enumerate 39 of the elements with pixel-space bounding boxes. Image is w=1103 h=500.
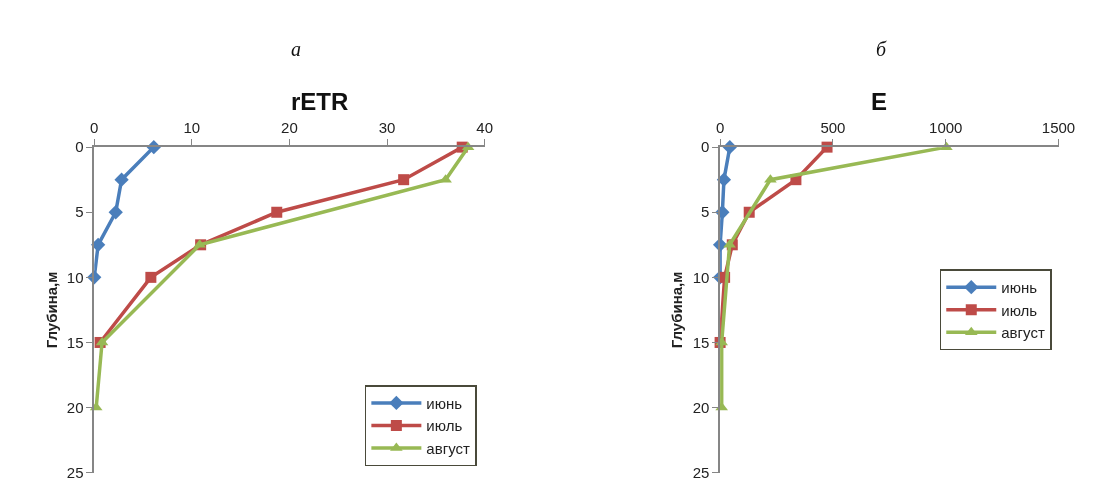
y-tick-label: 25 — [66, 463, 84, 481]
x-tick-label: 1500 — [1041, 119, 1076, 137]
y-tick-label: 20 — [692, 398, 710, 416]
x-tick-label: 500 — [820, 119, 846, 137]
point — [114, 172, 129, 187]
chart-title: rETR — [291, 88, 349, 115]
point — [91, 237, 106, 252]
x-tick-label: 0 — [715, 119, 725, 137]
legend-label: август — [426, 439, 470, 457]
legend-label: июль — [426, 417, 463, 435]
x-tick-label: 0 — [90, 119, 99, 137]
chart-title: E — [871, 88, 888, 115]
y-tick-label: 5 — [75, 203, 84, 221]
point — [108, 205, 123, 220]
y-tick-label: 15 — [66, 333, 84, 351]
x-tick-label: 30 — [378, 119, 396, 137]
x-tick-label: 10 — [183, 119, 201, 137]
legend-label: июнь — [1001, 279, 1038, 297]
y-tick-label: 0 — [701, 138, 710, 156]
text: б — [876, 38, 887, 60]
x-tick-label: 20 — [281, 119, 298, 137]
y-tick-label: 20 — [66, 398, 84, 416]
x-tick-label: 1000 — [929, 119, 963, 137]
legend-label: август — [1001, 324, 1045, 342]
point — [398, 174, 410, 186]
y-tick-label: 10 — [692, 268, 710, 286]
y-tick-label: 10 — [66, 268, 84, 286]
y-tick-label: 15 — [692, 333, 710, 351]
point — [145, 271, 157, 283]
y-tick-label: 5 — [701, 203, 710, 221]
text: а — [291, 38, 301, 60]
y-tick-label: 25 — [692, 463, 710, 481]
y-tick-label: 0 — [75, 138, 84, 156]
x-tick-label: 40 — [476, 119, 494, 137]
y-axis-title: Глубина,м — [42, 271, 60, 349]
y-axis-title: Глубина,м — [668, 271, 686, 349]
legend-label: июль — [1001, 301, 1038, 319]
legend-label: июнь — [426, 394, 463, 412]
point — [271, 206, 283, 218]
